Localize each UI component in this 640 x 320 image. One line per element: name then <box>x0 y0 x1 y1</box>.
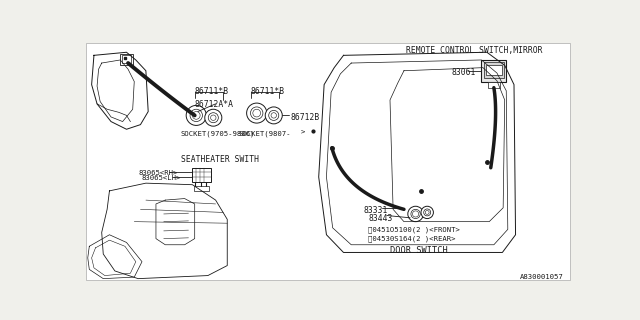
Bar <box>120 54 132 65</box>
Circle shape <box>253 109 260 117</box>
Text: REMOTE CONTROL SWITCH,MIRROR: REMOTE CONTROL SWITCH,MIRROR <box>406 46 542 55</box>
Circle shape <box>205 109 222 126</box>
Bar <box>122 55 131 63</box>
Circle shape <box>246 103 267 123</box>
Circle shape <box>269 110 279 120</box>
Text: 86712B: 86712B <box>291 113 320 122</box>
Circle shape <box>190 109 202 122</box>
Text: 86711*B: 86711*B <box>195 87 229 96</box>
Bar <box>193 168 211 182</box>
Text: SOCKET(9705-9806): SOCKET(9705-9806) <box>180 131 255 137</box>
Circle shape <box>424 209 431 216</box>
Text: 83061: 83061 <box>452 68 476 77</box>
Text: 83443: 83443 <box>368 214 393 223</box>
Circle shape <box>271 113 276 118</box>
Bar <box>481 60 506 82</box>
Text: A830001057: A830001057 <box>520 274 564 280</box>
Text: ␨0451O5100(2 )<FRONT>: ␨0451O5100(2 )<FRONT> <box>368 226 460 233</box>
Circle shape <box>211 115 216 120</box>
Circle shape <box>408 206 423 222</box>
Circle shape <box>265 107 282 124</box>
Circle shape <box>411 209 420 219</box>
Text: 83065<LH>: 83065<LH> <box>142 175 181 181</box>
Text: 86711*B: 86711*B <box>250 87 285 96</box>
Circle shape <box>186 105 206 125</box>
Text: 86712A*A: 86712A*A <box>195 100 234 109</box>
Text: 83065<RH>: 83065<RH> <box>138 170 177 176</box>
Bar <box>484 62 504 78</box>
Text: 83331: 83331 <box>364 206 388 215</box>
Circle shape <box>193 112 200 119</box>
Text: SOCKET(9807-: SOCKET(9807- <box>239 131 291 137</box>
Text: >: > <box>301 129 305 135</box>
Bar <box>488 82 500 88</box>
Circle shape <box>421 206 433 219</box>
Text: DOOR SWITCH: DOOR SWITCH <box>390 246 448 255</box>
Text: ␨04530S164(2 )<REAR>: ␨04530S164(2 )<REAR> <box>368 236 456 242</box>
Circle shape <box>425 211 429 214</box>
Bar <box>486 65 502 75</box>
Bar <box>194 186 209 191</box>
Text: SEATHEATER SWITH: SEATHEATER SWITH <box>180 156 259 164</box>
Circle shape <box>208 113 218 123</box>
Circle shape <box>412 211 419 217</box>
Circle shape <box>250 107 263 119</box>
